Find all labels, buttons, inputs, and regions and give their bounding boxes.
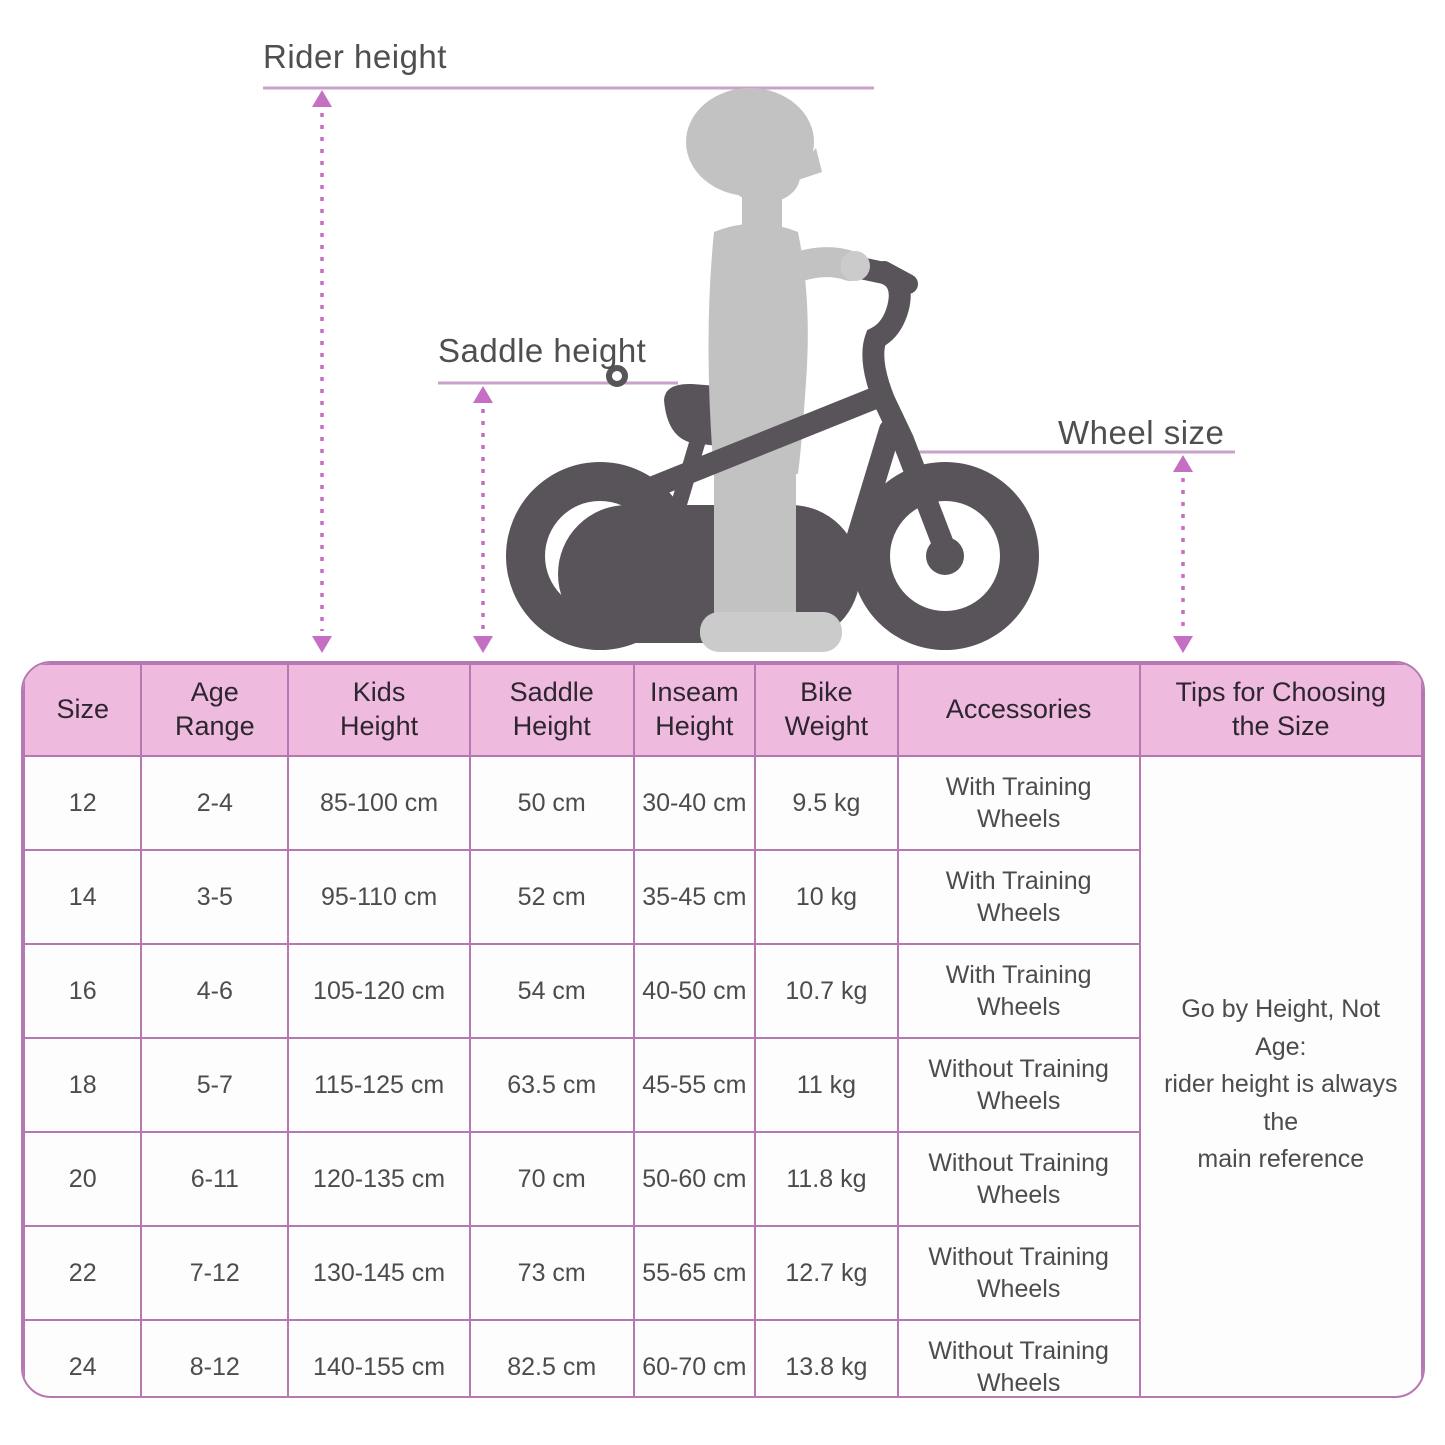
cell-kids-height: 130-145 cm (287, 1225, 471, 1321)
child-shoe (700, 612, 842, 652)
cell-age: 7-12 (140, 1225, 290, 1321)
cell-accessories: With Training Wheels (896, 755, 1141, 851)
cell-age: 4-6 (140, 943, 290, 1039)
cell-size: 22 (23, 1225, 143, 1321)
cell-age: 5-7 (140, 1037, 290, 1133)
cell-accessories: With Training Wheels (896, 943, 1141, 1039)
handlebar-end (874, 261, 918, 294)
cell-saddle-height: 52 cm (468, 849, 635, 945)
cell-saddle-height: 82.5 cm (468, 1319, 635, 1396)
cell-inseam-height: 30-40 cm (632, 755, 757, 851)
cell-size: 14 (23, 849, 143, 945)
cell-saddle-height: 73 cm (468, 1225, 635, 1321)
table-row: 12 2-4 85-100 cm 50 cm 30-40 cm 9.5 kg W… (23, 755, 1423, 1396)
cell-bike-weight: 12.7 kg (754, 1225, 899, 1321)
cell-inseam-height: 35-45 cm (632, 849, 757, 945)
cell-kids-height: 140-155 cm (287, 1319, 471, 1396)
size-chart-table: Size Age Range Kids Height Saddle Height… (23, 663, 1423, 1396)
cell-bike-weight: 10.7 kg (754, 943, 899, 1039)
top-tube (635, 387, 886, 501)
cell-accessories: Without Training Wheels (896, 1037, 1141, 1133)
cell-size: 24 (23, 1319, 143, 1396)
cell-age: 3-5 (140, 849, 290, 945)
cell-bike-weight: 11 kg (754, 1037, 899, 1133)
header-inseam-height: Inseam Height (632, 663, 757, 757)
cell-kids-height: 115-125 cm (287, 1037, 471, 1133)
rider-height-arrow (312, 90, 332, 653)
child-leg (714, 462, 796, 620)
tips-cell: Go by Height, Not Age: rider height is a… (1138, 755, 1423, 1396)
cell-age: 8-12 (140, 1319, 290, 1396)
cell-saddle-height: 63.5 cm (468, 1037, 635, 1133)
rider-height-label: Rider height (263, 38, 447, 75)
header-size: Size (23, 663, 143, 757)
header-kids-height: Kids Height (287, 663, 471, 757)
cell-saddle-height: 50 cm (468, 755, 635, 851)
cell-accessories: With Training Wheels (896, 849, 1141, 945)
bike-size-illustration: Rider height Saddle height Wheel size (0, 0, 1445, 661)
cell-bike-weight: 9.5 kg (754, 755, 899, 851)
table-row: 24 8-12 140-155 cm 82.5 cm 60-70 cm 13.8… (23, 1319, 1422, 1396)
cell-age: 6-11 (140, 1131, 290, 1227)
bike-frame (599, 255, 957, 596)
saddle-height-label: Saddle height (438, 332, 647, 369)
cell-saddle-height: 70 cm (468, 1131, 635, 1227)
saddle-height-arrow (473, 386, 493, 653)
cell-saddle-height: 54 cm (468, 943, 635, 1039)
table-row: 22 7-12 130-145 cm 73 cm 55-65 cm 12.7 k… (23, 1225, 1422, 1321)
seat-stay (599, 479, 657, 567)
cell-bike-weight: 11.8 kg (754, 1131, 899, 1227)
cell-bike-weight: 13.8 kg (754, 1319, 899, 1396)
table-row: 16 4-6 105-120 cm 54 cm 40-50 cm 10.7 kg… (23, 943, 1422, 1039)
seat-clamp (606, 365, 628, 387)
cell-bike-weight: 10 kg (754, 849, 899, 945)
size-chart-card: Size Age Range Kids Height Saddle Height… (21, 661, 1425, 1398)
cell-size: 20 (23, 1131, 143, 1227)
down-tube (832, 419, 901, 596)
cell-kids-height: 85-100 cm (287, 755, 471, 851)
table-row: 20 6-11 120-135 cm 70 cm 50-60 cm 11.8 k… (23, 1131, 1422, 1227)
bike-illustration-canvas (263, 86, 1235, 653)
cell-size: 18 (23, 1037, 143, 1133)
header-age-range: Age Range (140, 663, 290, 757)
cell-age: 2-4 (140, 755, 290, 851)
cell-inseam-height: 50-60 cm (632, 1131, 757, 1227)
cell-kids-height: 120-135 cm (287, 1131, 471, 1227)
table-row: 18 5-7 115-125 cm 63.5 cm 45-55 cm 11 kg… (23, 1037, 1422, 1133)
cell-size: 12 (23, 755, 143, 851)
header-row: Size Age Range Kids Height Saddle Height… (23, 663, 1423, 757)
cell-inseam-height: 40-50 cm (632, 943, 757, 1039)
cell-inseam-height: 55-65 cm (632, 1225, 757, 1321)
cell-inseam-height: 60-70 cm (632, 1319, 757, 1396)
cell-inseam-height: 45-55 cm (632, 1037, 757, 1133)
cell-accessories: Without Training Wheels (896, 1319, 1141, 1396)
header-bike-weight: Bike Weight (754, 663, 899, 757)
wheel-size-label: Wheel size (1058, 414, 1225, 451)
cell-kids-height: 95-110 cm (287, 849, 471, 945)
table-row: 14 3-5 95-110 cm 52 cm 35-45 cm 10 kg Wi… (23, 849, 1422, 945)
cell-accessories: Without Training Wheels (896, 1225, 1141, 1321)
cell-accessories: Without Training Wheels (896, 1131, 1141, 1227)
header-tips: Tips for Choosing the Size (1138, 663, 1423, 757)
cell-kids-height: 105-120 cm (287, 943, 471, 1039)
header-saddle-height: Saddle Height (468, 663, 635, 757)
cell-size: 16 (23, 943, 143, 1039)
header-accessories: Accessories (896, 663, 1141, 757)
wheel-size-arrow (1173, 455, 1193, 653)
child-hand (840, 251, 870, 281)
